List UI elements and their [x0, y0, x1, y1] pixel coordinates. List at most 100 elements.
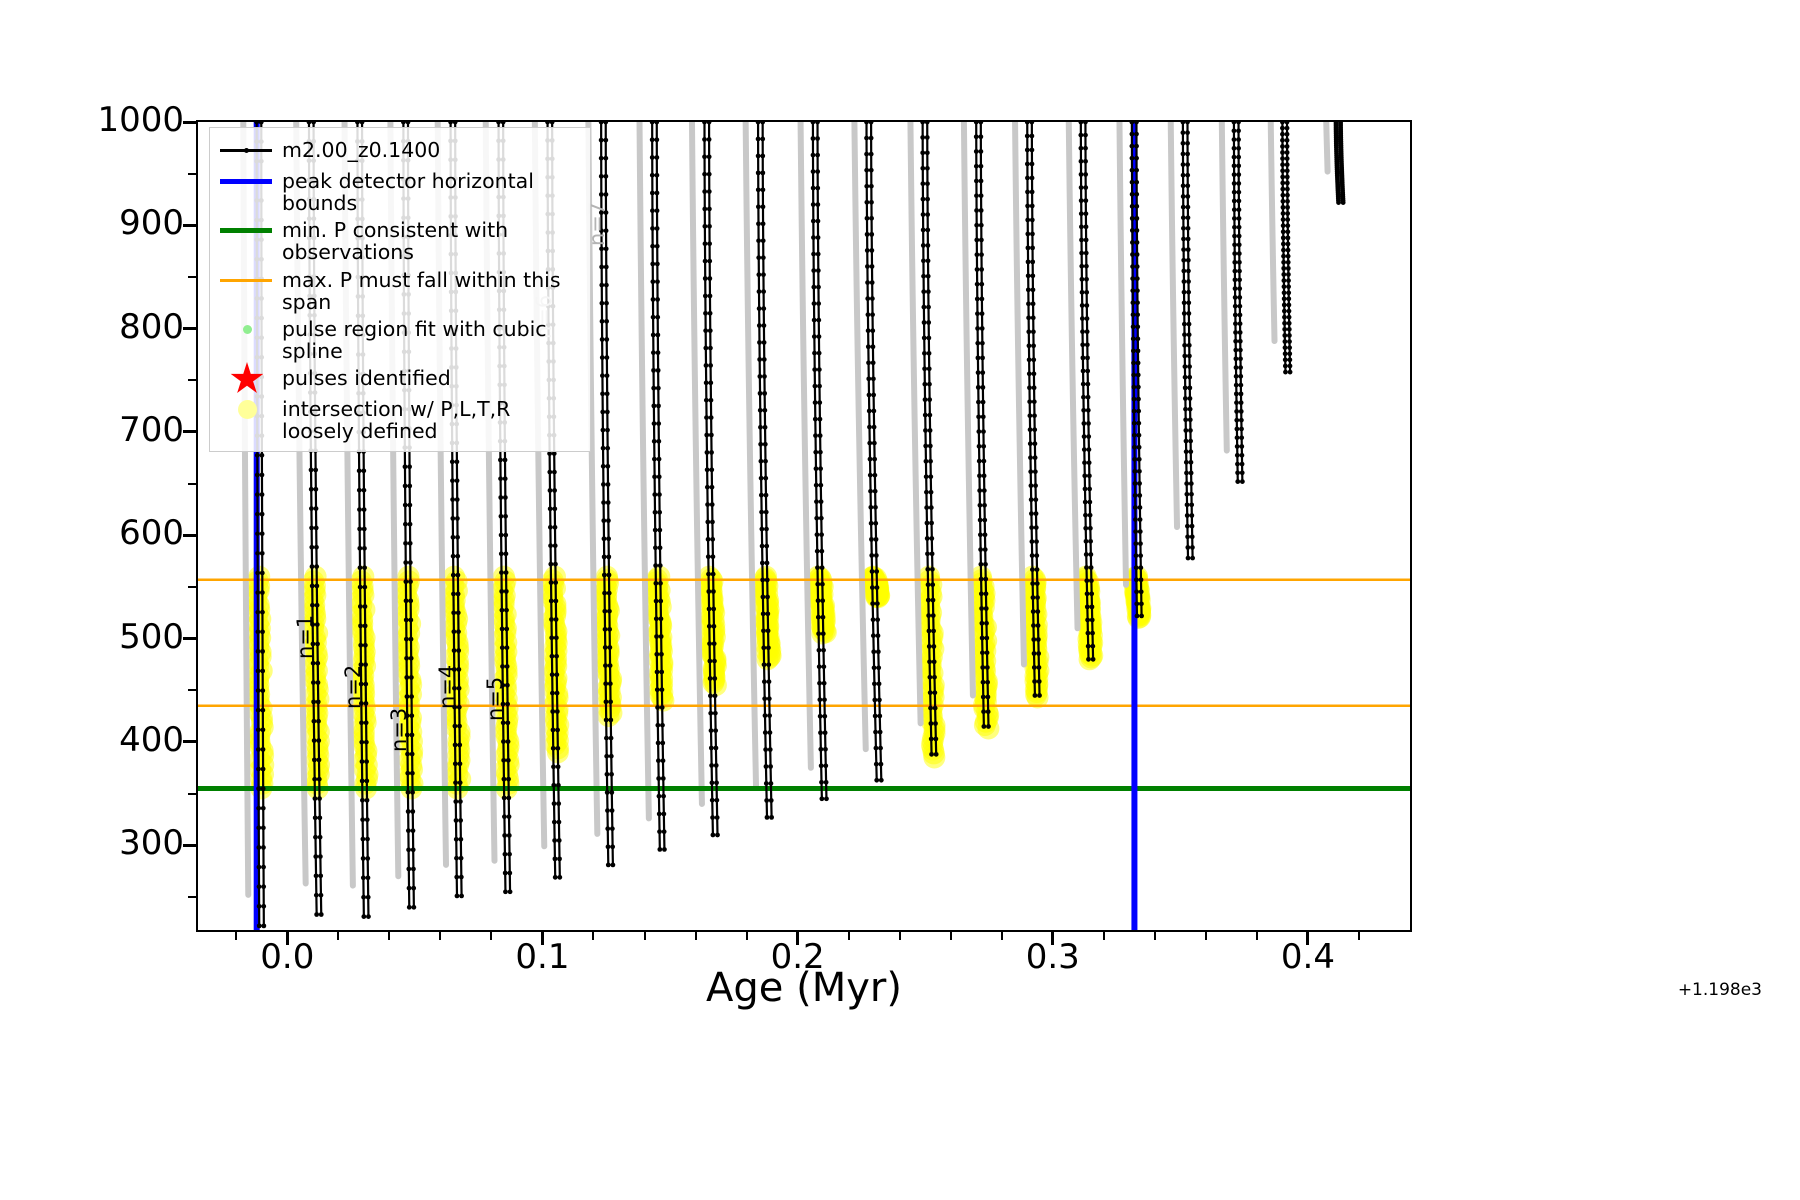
legend-key-1 — [218, 135, 274, 165]
legend-line-swatch — [220, 228, 272, 234]
pulse-track — [1333, 122, 1346, 205]
ghost-track — [907, 122, 924, 727]
pulse-track — [598, 122, 616, 868]
x-tick-minor — [898, 932, 901, 940]
y-tick-minor — [188, 379, 196, 382]
ghost-track — [1116, 122, 1130, 588]
ghost-track — [636, 122, 652, 822]
legend-item-label: peak detector horizontal bounds — [282, 169, 534, 216]
legend-item[interactable]: pulses identified — [218, 362, 582, 393]
legend-key-5 — [218, 314, 274, 344]
x-axis-offset-label: +1.198e3 — [1677, 980, 1762, 1000]
pulse-track — [649, 122, 667, 852]
x-axis-label: Age (Myr) — [706, 965, 902, 1011]
x-tick-minor — [1204, 932, 1207, 940]
legend-item[interactable]: pulse region fit with cubic spline — [218, 314, 582, 362]
y-tick-mark — [183, 120, 196, 124]
legend-key-7 — [218, 394, 274, 424]
x-tick-mark — [285, 932, 289, 945]
x-tick-minor — [1153, 932, 1156, 940]
y-tick-label: 300 — [119, 823, 184, 864]
x-tick-minor — [490, 932, 493, 940]
x-tick-minor — [745, 932, 748, 940]
legend-star-icon — [230, 362, 264, 393]
legend-key-3 — [218, 215, 274, 245]
ghost-track — [742, 122, 760, 790]
x-tick-mark — [1051, 932, 1055, 945]
legend-item-label: min. P consistent with observations — [282, 218, 509, 265]
pulse-track — [1280, 122, 1293, 375]
y-tick-mark — [183, 843, 196, 847]
x-tick-label: 0.1 — [515, 937, 570, 977]
y-tick-mark — [183, 327, 196, 331]
pulse-index-label: n=5 — [482, 677, 507, 722]
legend-item-label: pulse region fit with cubic spline — [282, 316, 547, 363]
y-tick-mark — [183, 533, 196, 537]
pulse-index-label: n=1 — [292, 615, 317, 660]
x-tick-label: 0.4 — [1280, 937, 1335, 977]
pulse-index-label: n=2 — [341, 664, 366, 709]
x-tick-minor — [1357, 932, 1360, 940]
y-tick-minor — [188, 172, 196, 175]
legend-key-2 — [218, 166, 274, 196]
pulse-track — [1180, 122, 1196, 561]
pulse-track — [1231, 122, 1245, 484]
y-tick-minor — [188, 689, 196, 692]
pulse-index-label: n=8 — [636, 120, 660, 122]
legend-intersection-dot-icon — [238, 400, 257, 419]
legend-item-label: max. P must fall within this span — [282, 267, 561, 314]
pulse-index-label: n=3 — [387, 708, 412, 753]
legend-item-label: intersection w/ P,L,T,R loosely defined — [282, 397, 511, 444]
pulse-track — [810, 122, 829, 802]
x-tick-minor — [1102, 932, 1105, 940]
x-tick-minor — [388, 932, 391, 940]
legend-item[interactable]: intersection w/ P,L,T,R loosely defined — [218, 394, 582, 442]
x-tick-mark — [796, 932, 800, 945]
ghost-track — [851, 122, 869, 753]
x-tick-minor — [847, 932, 850, 940]
legend-line-swatch — [220, 179, 272, 184]
legend-line-swatch — [220, 278, 272, 282]
pulse-track — [1078, 122, 1096, 662]
y-tick-label: 600 — [119, 513, 184, 554]
x-tick-minor — [643, 932, 646, 940]
legend-key-4 — [218, 265, 274, 295]
pulse-track — [702, 122, 720, 838]
y-tick-mark — [183, 637, 196, 641]
plot-area: n=1n=2n=3n=4n=5n=6n=7n=8 — [196, 120, 1412, 932]
legend-item[interactable]: peak detector horizontal bounds — [218, 166, 582, 214]
y-tick-label: 900 — [119, 203, 184, 244]
y-tick-mark — [183, 223, 196, 227]
x-tick-mark — [1306, 932, 1310, 945]
x-tick-minor — [592, 932, 595, 940]
legend-key-6 — [218, 362, 274, 393]
legend-item[interactable]: m2.00_z0.1400 — [218, 135, 582, 165]
x-tick-label: 0.3 — [1025, 937, 1080, 977]
y-tick-label: 1000 — [97, 100, 184, 140]
ghost-track — [1218, 122, 1230, 454]
y-tick-minor — [188, 585, 196, 588]
x-tick-minor — [694, 932, 697, 940]
y-tick-mark — [183, 430, 196, 434]
legend-spline-dot-icon — [243, 324, 252, 334]
x-tick-minor — [949, 932, 952, 940]
ghost-track — [1065, 122, 1081, 632]
ghost-track — [797, 122, 814, 771]
legend-item[interactable]: min. P consistent with observations — [218, 215, 582, 265]
y-tick-label: 800 — [119, 306, 184, 347]
y-tick-minor — [188, 895, 196, 898]
ghost-track — [1167, 122, 1181, 531]
y-tick-label: 400 — [119, 719, 184, 760]
pulse-track — [1129, 122, 1144, 619]
x-tick-mark — [540, 932, 544, 945]
y-tick-minor — [188, 275, 196, 278]
legend-item-label: pulses identified — [282, 366, 451, 390]
x-tick-minor — [235, 932, 238, 940]
y-tick-minor — [188, 482, 196, 485]
x-tick-minor — [337, 932, 340, 940]
ghost-track — [1012, 122, 1027, 668]
legend-item[interactable]: max. P must fall within this span — [218, 265, 582, 313]
ghost-track — [1267, 122, 1278, 345]
